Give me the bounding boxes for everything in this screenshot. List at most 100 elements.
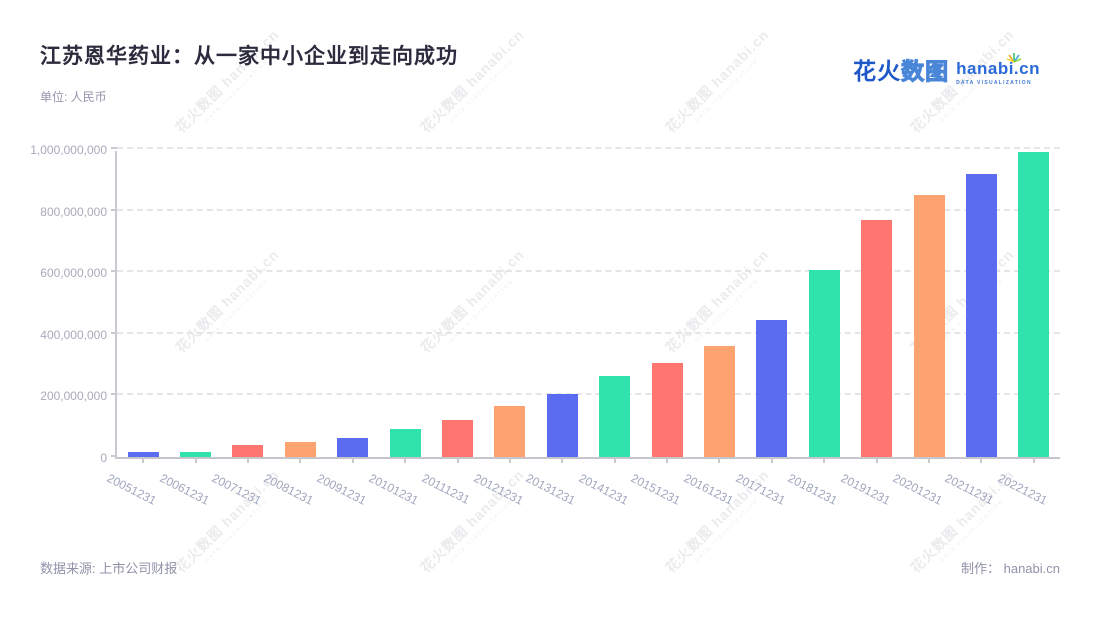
x-axis-label: 20191231: [838, 471, 893, 508]
y-axis-tick: [111, 147, 117, 149]
x-axis-label: 20101231: [366, 471, 421, 508]
x-axis-tick: [404, 457, 407, 463]
y-axis-tick: [111, 393, 117, 396]
bar-20151231: [651, 363, 683, 457]
x-axis-label: 20221231: [995, 471, 1050, 508]
category-slot: 20161231: [681, 151, 745, 508]
x-axis-tick: [456, 457, 459, 463]
x-axis-label: 20071231: [209, 471, 264, 508]
x-axis-label: 20121231: [471, 471, 526, 508]
chart-title: 江苏恩华药业：从一家中小企业到走向成功: [40, 45, 458, 68]
watermark-subtext: DATA VISUALIZATION: [694, 58, 760, 124]
x-axis-label: 20111231: [419, 471, 472, 507]
x-axis-label: 20161231: [681, 471, 736, 508]
y-axis-label: 800,000,000: [40, 204, 107, 219]
hanabi-logo-chinese: 花火数图: [853, 58, 950, 84]
category-slot: 20121231: [472, 151, 536, 508]
x-axis-tick: [875, 457, 878, 463]
y-axis-label: 200,000,000: [40, 389, 107, 404]
bar-20141231: [599, 376, 631, 457]
category-slot: 20181231: [786, 151, 850, 508]
category-slot: 20131231: [524, 151, 588, 508]
credit-note: 制作： hanabi.cn: [961, 561, 1060, 576]
x-axis-label: 20141231: [576, 471, 631, 508]
category-slot: 20101231: [367, 151, 431, 508]
category-slot: 20201231: [891, 151, 955, 508]
x-axis-label: 20151231: [628, 471, 683, 508]
bar-20201231: [913, 195, 945, 457]
bar-20071231: [232, 445, 264, 457]
category-slot: 20211231: [943, 151, 1007, 507]
bar-20121231: [494, 406, 526, 457]
x-axis-label: 20091231: [314, 471, 369, 508]
x-axis-tick: [508, 457, 511, 463]
bar-20101231: [389, 429, 421, 457]
x-axis-tick: [980, 457, 983, 463]
gridline: [117, 393, 1060, 396]
x-axis-tick: [142, 457, 145, 463]
y-axis-tick: [111, 270, 117, 273]
x-axis-tick: [666, 457, 669, 463]
gridline: [117, 208, 1060, 211]
bar-20171231: [756, 320, 788, 457]
y-axis-tick: [111, 331, 117, 334]
unit-label: 单位: 人民币: [40, 90, 107, 104]
category-slot: 20081231: [262, 151, 326, 508]
x-axis-tick: [823, 457, 826, 463]
logo-text-huahuo: 花火: [853, 58, 902, 84]
x-axis-tick: [770, 457, 773, 463]
category-slot: 20091231: [314, 151, 379, 508]
x-axis-label: 20131231: [523, 471, 578, 508]
watermark-text: 花火数图 hanabi.cn: [662, 26, 773, 136]
bar-20081231: [284, 442, 316, 457]
x-axis-tick: [246, 457, 249, 463]
x-axis-label: 20171231: [733, 471, 788, 508]
x-axis-tick: [718, 457, 721, 463]
bar-20091231: [337, 438, 369, 457]
gridline: [117, 331, 1060, 334]
category-slot: 20051231: [105, 151, 169, 508]
y-axis-tick: [111, 455, 117, 457]
y-axis-label: 600,000,000: [40, 266, 107, 281]
x-axis-tick: [928, 457, 931, 463]
x-axis-tick: [194, 457, 197, 463]
category-slot: 20191231: [838, 151, 902, 508]
category-slot: 20171231: [734, 151, 798, 508]
logo-text-hanabi-cn: hanabi.cn: [956, 59, 1040, 78]
x-axis-label: 20201231: [890, 471, 945, 508]
bar-20191231: [861, 220, 893, 457]
gridline: [117, 147, 1060, 149]
hanabi-logo-latin: hanabi.cn DATA VISUALIZATION: [956, 53, 1040, 86]
category-slot: 20221231: [995, 151, 1060, 508]
bar-20221231: [1018, 152, 1050, 457]
y-axis-tick: [111, 208, 117, 211]
x-axis-tick: [299, 457, 302, 463]
category-slot: 20061231: [157, 151, 221, 508]
bar-20161231: [703, 346, 735, 457]
x-axis-tick: [613, 457, 616, 463]
x-axis-label: 20211231: [943, 471, 997, 508]
x-axis-tick: [561, 457, 564, 463]
bar-20181231: [808, 270, 840, 457]
y-axis-label: 400,000,000: [40, 327, 107, 342]
bar-20131231: [546, 394, 578, 457]
data-source-note: 数据来源: 上市公司财报: [40, 561, 178, 576]
plot-area: 0 200,000,000 400,000,000 600,000,000 800,00…: [30, 143, 1060, 508]
x-axis-label: 20181231: [785, 471, 840, 508]
x-axis-label: 20081231: [262, 471, 316, 508]
x-axis-tick: [1032, 457, 1035, 463]
x-axis-label: 20061231: [157, 471, 212, 508]
firework-spark-icon: [1006, 53, 1022, 63]
y-axis-label: 1,000,000,000: [30, 143, 107, 157]
x-axis-label: 20051231: [104, 471, 159, 508]
bar-series: 20051231 20061231 20071231 20081231 20091231…: [105, 151, 1060, 508]
gridline: [117, 270, 1060, 273]
category-slot: 20141231: [576, 151, 641, 508]
x-axis-tick: [351, 457, 354, 463]
category-slot: 20111231: [419, 151, 483, 507]
logo-text-shutu: 数图: [901, 58, 950, 84]
bar-20061231: [180, 452, 212, 457]
category-slot: 20151231: [629, 151, 693, 508]
logo-tagline: DATA VISUALIZATION: [956, 80, 1032, 86]
